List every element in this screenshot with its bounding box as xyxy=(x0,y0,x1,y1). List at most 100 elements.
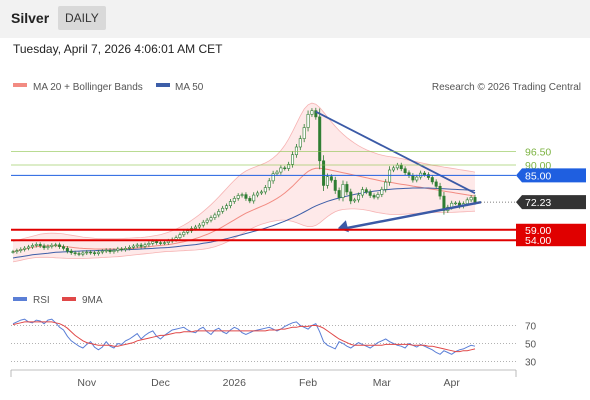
candle-body xyxy=(271,173,275,182)
candle-body xyxy=(69,250,73,254)
candle-body xyxy=(275,171,279,175)
ma50-legend-swatch xyxy=(156,83,170,87)
candle-body xyxy=(178,234,182,238)
candle-body xyxy=(438,185,442,197)
support-label-4: 59.00 xyxy=(525,225,551,237)
candle-body xyxy=(54,244,58,246)
bollinger-band xyxy=(13,103,475,262)
header-bar: Silver DAILY xyxy=(0,0,590,38)
candle-body xyxy=(267,180,271,188)
tab-daily[interactable]: DAILY xyxy=(58,6,106,30)
rsi-ma-legend-swatch xyxy=(62,297,76,301)
candle-body xyxy=(116,248,120,251)
candle-body xyxy=(197,224,201,228)
candle-body xyxy=(380,189,384,195)
candle-body xyxy=(360,189,364,196)
ma50-legend-label: MA 50 xyxy=(175,82,204,93)
bollinger-lower-line xyxy=(12,208,476,263)
candle-body xyxy=(100,250,104,253)
candle-body xyxy=(244,194,248,199)
candle-body xyxy=(228,201,232,207)
candle-body xyxy=(182,231,186,236)
target-label-0: 96.50 xyxy=(525,146,551,158)
instrument-title: Silver xyxy=(11,10,50,26)
candle-body xyxy=(283,167,287,169)
candle-body xyxy=(135,244,139,247)
x-tick-label-2: 2026 xyxy=(223,377,247,389)
candle-body xyxy=(27,246,31,249)
support-label-5: 54.00 xyxy=(525,235,551,247)
candle-body xyxy=(193,226,197,229)
x-tick-label-1: Dec xyxy=(151,377,170,389)
candle-body xyxy=(252,194,256,202)
candle-body xyxy=(73,252,77,254)
projection-arrow-shaft xyxy=(345,200,482,230)
ma20-line xyxy=(12,167,476,253)
candle-body xyxy=(143,244,147,247)
candle-body xyxy=(298,138,302,148)
candle-body xyxy=(415,176,419,181)
candle-body xyxy=(395,164,399,169)
candle-body xyxy=(368,191,372,196)
candle-body xyxy=(329,176,333,181)
candle-body xyxy=(34,244,38,246)
candle-body xyxy=(240,194,244,196)
support-badge-5 xyxy=(516,234,586,247)
candle-body xyxy=(15,250,19,252)
candle-body xyxy=(213,214,217,218)
candle-body xyxy=(388,169,392,183)
candle-body xyxy=(93,252,97,254)
timestamp: Tuesday, April 7, 2026 4:06:01 AM CET xyxy=(13,42,223,56)
candle-body xyxy=(399,164,403,170)
ma20-legend-label: MA 20 + Bollinger Bands xyxy=(33,82,143,93)
candle-body xyxy=(131,245,135,248)
candle-body xyxy=(46,246,50,249)
rsi-ma-legend-label: 9MA xyxy=(82,295,103,306)
candle-body xyxy=(162,242,166,244)
ma20-legend-swatch xyxy=(13,83,27,87)
candle-body xyxy=(259,191,263,194)
candle-body xyxy=(108,249,112,252)
candle-body xyxy=(322,160,326,186)
candle-body xyxy=(345,184,349,193)
candle-body xyxy=(376,194,380,198)
candle-body xyxy=(469,197,473,201)
support-badge-4 xyxy=(516,223,586,236)
candle-body xyxy=(349,191,353,202)
x-tick-label-4: Mar xyxy=(373,377,392,389)
candle-body xyxy=(221,207,225,212)
ma50-line xyxy=(12,187,476,259)
downtrend-line xyxy=(315,110,476,194)
resistance-badge xyxy=(516,168,586,183)
candle-body xyxy=(287,164,291,169)
candle-body xyxy=(337,190,341,198)
candle-body xyxy=(104,249,108,252)
candle-body xyxy=(166,240,170,244)
candle-body xyxy=(61,246,65,249)
candle-body xyxy=(209,217,213,221)
candle-body xyxy=(217,211,221,216)
candle-body xyxy=(77,253,81,255)
candle-body xyxy=(434,181,438,187)
rsi-level-label-1: 50 xyxy=(525,340,537,351)
candle-body xyxy=(310,110,314,115)
candle-body xyxy=(201,221,205,226)
candle-body xyxy=(50,244,54,247)
candle-body xyxy=(372,195,376,198)
candle-body xyxy=(81,252,85,255)
candle-body xyxy=(302,127,306,139)
candle-body xyxy=(120,248,124,251)
x-tick-label-0: Nov xyxy=(77,377,96,389)
candle-body xyxy=(127,247,131,249)
candle-body xyxy=(96,251,100,254)
rsi-level-label-0: 70 xyxy=(525,322,537,333)
candle-body xyxy=(465,199,469,204)
candle-body xyxy=(263,187,267,193)
candle-body xyxy=(423,172,427,175)
candle-body xyxy=(19,249,23,251)
candle-body xyxy=(306,114,310,128)
candle-body xyxy=(38,244,42,247)
x-tick-label-5: Apr xyxy=(444,377,461,389)
candle-body xyxy=(341,184,345,198)
